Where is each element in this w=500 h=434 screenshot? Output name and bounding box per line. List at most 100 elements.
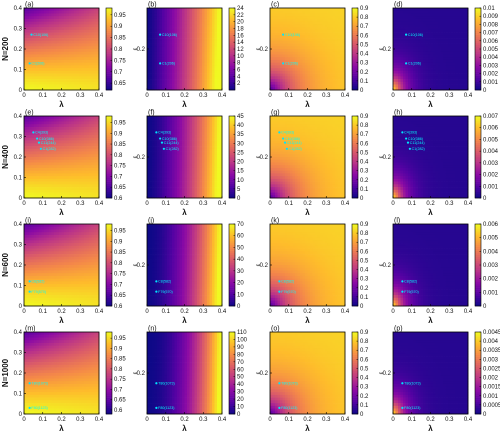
- heatmap-cell: [26, 46, 30, 50]
- heatmap-cell: [187, 29, 190, 33]
- heatmap-cell: [31, 8, 35, 12]
- heatmap-cell: [71, 192, 75, 196]
- x-tick-label: 0.4: [464, 93, 473, 99]
- heatmap-cell: [46, 173, 50, 177]
- heatmap-cell: [212, 81, 215, 85]
- heatmap-cell: [149, 137, 153, 141]
- heatmap-cell: [322, 27, 326, 31]
- heatmap-cell: [149, 13, 153, 17]
- heatmap-cell: [320, 32, 323, 36]
- heatmap-cell: [39, 176, 42, 180]
- heatmap-cell: [325, 46, 328, 50]
- heatmap-cell: [84, 8, 87, 12]
- heatmap-cell: [197, 87, 200, 91]
- heatmap-cell: [312, 21, 316, 25]
- heatmap-cell: [332, 84, 336, 88]
- heatmap-cell: [162, 49, 165, 53]
- heatmap-cell: [49, 40, 52, 44]
- heatmap-cell: [413, 35, 416, 39]
- heatmap-cell: [322, 29, 326, 33]
- heatmap-cell: [26, 76, 30, 80]
- heatmap-cell: [69, 32, 72, 36]
- heatmap-cell: [337, 46, 341, 50]
- heatmap-cell: [74, 24, 77, 28]
- heatmap-cell: [169, 57, 173, 61]
- heatmap-cell: [56, 46, 60, 50]
- colorbar-segment: [475, 55, 481, 58]
- heatmap-cell: [29, 35, 32, 39]
- heatmap-cell: [302, 59, 306, 64]
- heatmap-cell: [49, 192, 52, 196]
- heatmap-cell: [149, 70, 153, 74]
- heatmap-cell: [194, 32, 198, 36]
- heatmap-cell: [450, 10, 454, 14]
- heatmap-cell: [423, 18, 426, 23]
- heatmap-cell: [280, 21, 283, 25]
- heatmap-cell: [400, 24, 404, 28]
- heatmap-cell: [49, 159, 52, 163]
- heatmap-cell: [272, 51, 276, 55]
- heatmap-cell: [408, 51, 411, 55]
- heatmap-cell: [453, 49, 456, 53]
- heatmap-cell: [448, 59, 451, 64]
- heatmap-cell: [307, 38, 311, 42]
- heatmap-cell: [159, 10, 163, 14]
- heatmap-cell: [443, 81, 446, 85]
- heatmap-cell: [29, 162, 32, 166]
- heatmap-cell: [147, 51, 150, 55]
- heatmap-cell: [340, 68, 343, 72]
- heatmap-cell: [275, 84, 278, 88]
- heatmap-cell: [448, 79, 451, 83]
- heatmap-cell: [209, 62, 213, 66]
- heatmap-cell: [182, 46, 185, 50]
- heatmap-cell: [287, 46, 291, 50]
- heatmap-cell: [89, 178, 92, 182]
- heatmap-cell: [418, 21, 421, 25]
- heatmap-cell: [423, 84, 426, 88]
- heatmap-cell: [24, 8, 27, 12]
- heatmap-cell: [189, 38, 193, 42]
- heatmap-cell: [423, 40, 426, 44]
- heatmap-cell: [69, 173, 72, 177]
- heatmap-cell: [96, 68, 100, 72]
- heatmap-cell: [84, 81, 87, 85]
- heatmap-cell: [415, 24, 419, 28]
- heatmap-cell: [184, 13, 188, 17]
- heatmap-cell: [455, 54, 459, 58]
- heatmap-cell: [89, 87, 92, 91]
- heatmap-cell: [36, 49, 40, 53]
- heatmap-cell: [342, 70, 346, 74]
- heatmap-cell: [307, 10, 311, 14]
- heatmap-cell: [54, 65, 57, 69]
- heatmap-cell: [96, 59, 100, 64]
- heatmap-cell: [395, 40, 399, 44]
- heatmap-cell: [415, 13, 419, 17]
- heatmap-cell: [76, 79, 80, 83]
- heatmap-cell: [167, 57, 170, 61]
- heatmap-cell: [292, 49, 296, 53]
- heatmap-cell: [330, 68, 333, 72]
- heatmap-cell: [34, 121, 37, 125]
- heatmap-cell: [295, 10, 298, 14]
- heatmap-cell: [51, 54, 55, 58]
- heatmap-cell: [31, 178, 35, 182]
- heatmap-cell: [41, 10, 45, 14]
- heatmap-cell: [24, 29, 27, 33]
- heatmap-cell: [330, 76, 333, 80]
- heatmap-cell: [340, 54, 343, 58]
- heatmap-cell: [300, 49, 303, 53]
- heatmap-cell: [64, 65, 67, 69]
- heatmap-cell: [292, 43, 296, 47]
- heatmap-cell: [187, 76, 190, 80]
- heatmap-cell: [270, 18, 273, 23]
- heatmap-cell: [197, 13, 200, 17]
- heatmap-cell: [184, 70, 188, 74]
- heatmap-cell: [433, 51, 436, 55]
- heatmap-cell: [212, 29, 215, 33]
- heatmap-cell: [147, 187, 150, 191]
- heatmap-cell: [453, 32, 456, 36]
- heatmap-cell: [189, 21, 193, 25]
- heatmap-cell: [34, 87, 37, 91]
- heatmap-cell: [26, 18, 30, 23]
- heatmap-cell: [51, 18, 55, 23]
